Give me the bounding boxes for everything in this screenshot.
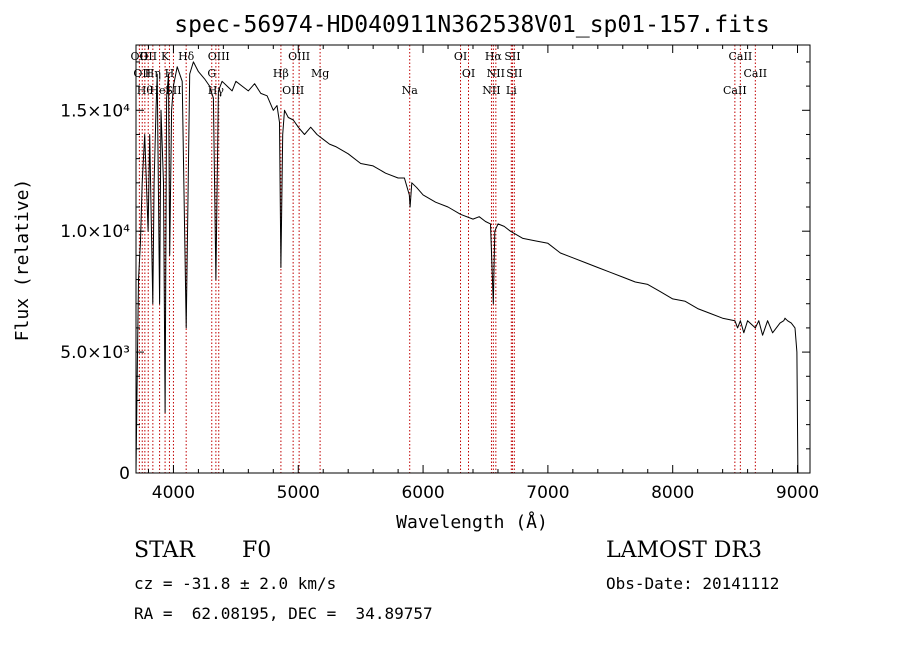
- y-tick-label: 1.5×10⁴: [60, 101, 130, 121]
- x-tick-label: 9000: [776, 483, 819, 503]
- line-label: Mg: [311, 67, 329, 80]
- object-class: STAR: [134, 538, 195, 563]
- line-label: OII: [131, 50, 149, 63]
- line-label: Na: [402, 84, 419, 97]
- line-label: CaII: [729, 50, 753, 63]
- line-label: OIII: [282, 84, 304, 97]
- line-label: SII: [504, 50, 520, 63]
- object-subclass: F0: [242, 538, 272, 563]
- spectrum-chart: spec-56974-HD040911N362538V01_sp01-157.f…: [12, 12, 819, 533]
- redshift-text: cz = -31.8 ± 2.0 km/s: [134, 574, 337, 593]
- line-label: H: [165, 67, 175, 80]
- plot-frame: [135, 44, 811, 474]
- line-label: CaII: [723, 84, 747, 97]
- y-tick-label: 1.0×10⁴: [60, 222, 130, 242]
- x-tick-label: 7000: [526, 483, 569, 503]
- line-label: Hθ: [137, 84, 154, 97]
- x-tick-label: 4000: [152, 483, 195, 503]
- line-label: SII: [165, 84, 181, 97]
- x-axis-label: Wavelength (Å): [396, 511, 548, 533]
- line-label: Hδ: [178, 50, 195, 63]
- line-label: G: [207, 67, 216, 80]
- coordinates-text: RA = 62.08195, DEC = 34.89757: [134, 604, 433, 623]
- line-label: OI: [462, 67, 475, 80]
- y-tick-label: 0: [119, 464, 130, 484]
- line-label: Hβ: [273, 67, 289, 80]
- line-label: OII: [139, 50, 157, 63]
- chart-title: spec-56974-HD040911N362538V01_sp01-157.f…: [174, 12, 769, 38]
- line-label: K: [161, 50, 170, 63]
- x-tick-label: 5000: [277, 483, 320, 503]
- line-label: OI: [454, 50, 467, 63]
- line-label: CaII: [743, 67, 767, 80]
- line-label: HeI: [149, 84, 169, 97]
- line-label: OIII: [208, 50, 230, 63]
- x-tick-label: 6000: [401, 483, 444, 503]
- line-label: Hη: [145, 67, 161, 80]
- obs-date-text: Obs-Date: 20141112: [606, 574, 780, 593]
- line-label: Hα: [485, 50, 503, 63]
- line-label: Hγ: [208, 84, 225, 97]
- survey-name: LAMOST DR3: [606, 538, 762, 563]
- x-tick-label: 8000: [651, 483, 694, 503]
- y-axis-label: Flux (relative): [12, 179, 33, 342]
- line-label: NII: [487, 67, 505, 80]
- line-label: OII: [133, 67, 151, 80]
- line-label: OIII: [288, 50, 310, 63]
- line-label: Li: [506, 84, 517, 97]
- line-label: SII: [506, 67, 522, 80]
- y-tick-label: 5.0×10³: [60, 343, 130, 363]
- line-label: NII: [482, 84, 500, 97]
- spectrum-line: [135, 61, 799, 474]
